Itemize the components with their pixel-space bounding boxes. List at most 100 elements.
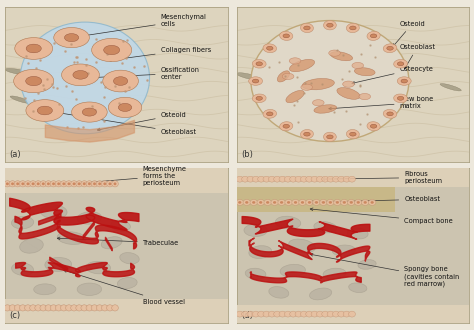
Ellipse shape bbox=[109, 97, 142, 117]
Ellipse shape bbox=[25, 305, 31, 311]
Text: Spongy bone
(cavities contain
red marrow): Spongy bone (cavities contain red marrow… bbox=[310, 253, 459, 287]
Ellipse shape bbox=[280, 122, 293, 131]
Ellipse shape bbox=[290, 311, 297, 317]
Ellipse shape bbox=[103, 182, 106, 185]
Ellipse shape bbox=[61, 181, 67, 187]
Ellipse shape bbox=[251, 20, 409, 142]
Ellipse shape bbox=[19, 181, 26, 187]
Ellipse shape bbox=[359, 93, 371, 100]
Ellipse shape bbox=[327, 135, 333, 139]
Ellipse shape bbox=[19, 305, 26, 311]
Ellipse shape bbox=[394, 94, 408, 103]
Ellipse shape bbox=[256, 96, 263, 100]
Bar bbox=[237, 168, 469, 187]
Ellipse shape bbox=[65, 181, 72, 187]
Ellipse shape bbox=[245, 268, 266, 279]
Text: Trabeculae: Trabeculae bbox=[57, 237, 179, 246]
Ellipse shape bbox=[397, 96, 404, 100]
Ellipse shape bbox=[9, 181, 16, 187]
Ellipse shape bbox=[266, 112, 273, 116]
Ellipse shape bbox=[83, 182, 86, 185]
Ellipse shape bbox=[304, 132, 310, 136]
Ellipse shape bbox=[263, 176, 270, 182]
Ellipse shape bbox=[289, 239, 315, 253]
Ellipse shape bbox=[50, 305, 57, 311]
Ellipse shape bbox=[301, 201, 304, 204]
Ellipse shape bbox=[295, 176, 302, 182]
Ellipse shape bbox=[45, 305, 52, 311]
Ellipse shape bbox=[315, 201, 318, 204]
Ellipse shape bbox=[283, 73, 294, 80]
Ellipse shape bbox=[45, 181, 52, 187]
Ellipse shape bbox=[109, 182, 111, 185]
Ellipse shape bbox=[301, 84, 312, 90]
Ellipse shape bbox=[243, 199, 250, 205]
Ellipse shape bbox=[368, 199, 376, 205]
Ellipse shape bbox=[78, 182, 81, 185]
Ellipse shape bbox=[93, 182, 96, 185]
Text: Mesenchyme
forms the
periosteum: Mesenchyme forms the periosteum bbox=[75, 166, 187, 186]
Ellipse shape bbox=[290, 176, 297, 182]
Ellipse shape bbox=[301, 130, 313, 139]
Ellipse shape bbox=[336, 201, 339, 204]
Ellipse shape bbox=[327, 311, 334, 317]
Ellipse shape bbox=[286, 90, 304, 103]
Ellipse shape bbox=[347, 228, 368, 239]
Ellipse shape bbox=[35, 305, 42, 311]
Text: Osteoid: Osteoid bbox=[97, 112, 186, 131]
Ellipse shape bbox=[322, 311, 329, 317]
Ellipse shape bbox=[350, 201, 353, 204]
Text: Osteoblast: Osteoblast bbox=[310, 196, 440, 204]
Ellipse shape bbox=[324, 20, 336, 30]
Ellipse shape bbox=[313, 199, 320, 205]
Ellipse shape bbox=[11, 182, 14, 185]
Ellipse shape bbox=[367, 122, 380, 131]
Ellipse shape bbox=[47, 182, 50, 185]
Ellipse shape bbox=[256, 62, 263, 66]
Ellipse shape bbox=[14, 305, 21, 311]
Ellipse shape bbox=[113, 77, 128, 85]
Ellipse shape bbox=[4, 305, 11, 311]
Ellipse shape bbox=[40, 205, 67, 219]
Ellipse shape bbox=[370, 34, 377, 38]
Ellipse shape bbox=[352, 62, 364, 69]
Ellipse shape bbox=[11, 263, 34, 276]
Ellipse shape bbox=[237, 73, 261, 80]
Text: (a): (a) bbox=[9, 149, 21, 159]
Text: (b): (b) bbox=[242, 149, 254, 159]
Ellipse shape bbox=[258, 311, 264, 317]
Ellipse shape bbox=[252, 79, 259, 83]
Ellipse shape bbox=[107, 305, 113, 311]
Ellipse shape bbox=[40, 181, 46, 187]
Ellipse shape bbox=[71, 181, 77, 187]
Ellipse shape bbox=[266, 46, 273, 50]
Ellipse shape bbox=[299, 199, 306, 205]
Ellipse shape bbox=[364, 201, 367, 204]
Ellipse shape bbox=[284, 311, 292, 317]
Ellipse shape bbox=[45, 257, 72, 272]
Ellipse shape bbox=[36, 182, 40, 185]
Ellipse shape bbox=[91, 305, 98, 311]
Ellipse shape bbox=[250, 199, 257, 205]
Ellipse shape bbox=[30, 181, 36, 187]
Ellipse shape bbox=[252, 311, 259, 317]
Text: Compact bone: Compact bone bbox=[310, 208, 453, 224]
Ellipse shape bbox=[263, 44, 276, 52]
Ellipse shape bbox=[317, 311, 323, 317]
Ellipse shape bbox=[77, 283, 101, 295]
Ellipse shape bbox=[237, 176, 243, 182]
Ellipse shape bbox=[10, 96, 30, 103]
Ellipse shape bbox=[32, 182, 35, 185]
Ellipse shape bbox=[401, 79, 408, 83]
Ellipse shape bbox=[324, 132, 336, 142]
Ellipse shape bbox=[343, 176, 350, 182]
Ellipse shape bbox=[86, 305, 93, 311]
Ellipse shape bbox=[355, 199, 362, 205]
Ellipse shape bbox=[96, 181, 103, 187]
Ellipse shape bbox=[5, 68, 31, 75]
Ellipse shape bbox=[264, 199, 272, 205]
Text: Mesenchymal
cells: Mesenchymal cells bbox=[75, 14, 207, 38]
Ellipse shape bbox=[242, 311, 248, 317]
Ellipse shape bbox=[34, 284, 56, 295]
Ellipse shape bbox=[72, 102, 107, 122]
